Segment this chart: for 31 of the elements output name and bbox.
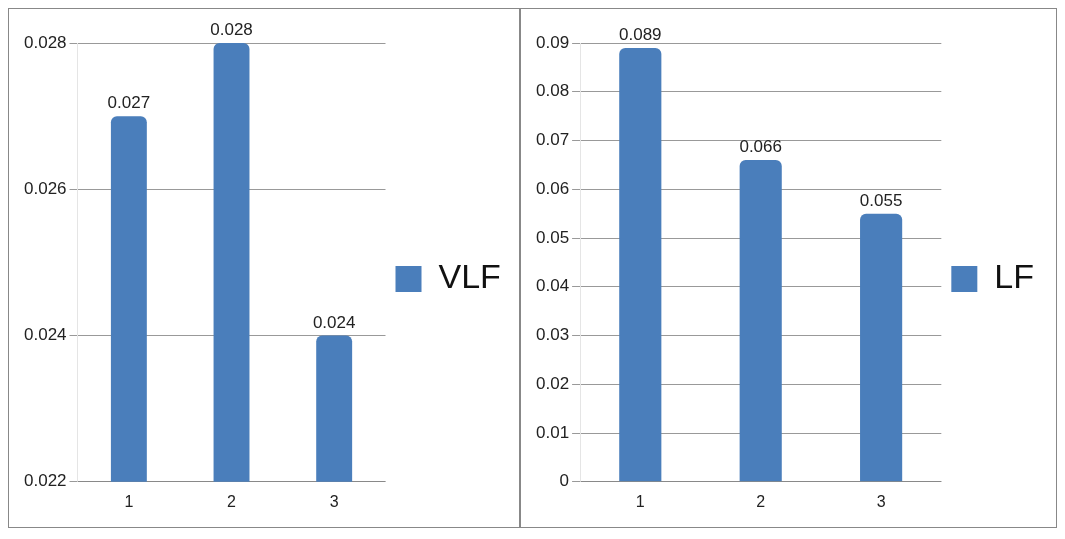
x-tick-label: 2 (227, 492, 237, 510)
bar (739, 160, 782, 482)
y-tick-label: 0.05 (535, 227, 570, 247)
x-tick-label: 1 (635, 492, 645, 510)
data-label: 0.089 (619, 25, 662, 45)
x-tick-label: 3 (876, 492, 886, 510)
y-tick-label: 0 (559, 471, 570, 491)
y-tick-label: 0.08 (535, 81, 570, 101)
y-tick-label: 0.028 (23, 32, 67, 52)
legend-label: VLF (438, 257, 501, 296)
y-tick-label: 0.03 (535, 325, 570, 345)
y-tick-label: 0.026 (23, 178, 67, 198)
y-tick-label: 0.02 (535, 373, 570, 393)
data-label: 0.066 (739, 137, 782, 157)
data-label: 0.028 (210, 20, 253, 40)
data-label: 0.024 (312, 312, 356, 332)
x-tick-label: 1 (124, 492, 134, 510)
y-tick-label: 0.024 (23, 325, 67, 345)
legend-label: LF (994, 257, 1035, 296)
bar (860, 213, 903, 482)
y-tick-label: 0.04 (535, 276, 570, 296)
y-tick-label: 0.01 (535, 422, 570, 442)
data-label: 0.027 (107, 93, 151, 113)
data-label: 0.055 (859, 190, 903, 210)
x-tick-label: 2 (756, 492, 766, 510)
y-tick-label: 0.022 (23, 471, 67, 491)
y-tick-label: 0.06 (535, 178, 570, 198)
y-tick-label: 0.09 (535, 32, 570, 52)
x-tick-label: 3 (329, 492, 339, 510)
bar (619, 47, 662, 482)
y-tick-label: 0.07 (535, 130, 570, 150)
